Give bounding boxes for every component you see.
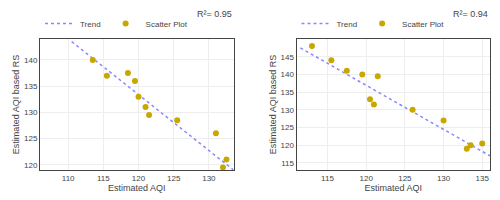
svg-text:Estimated AQI: Estimated AQI [364,183,422,193]
svg-text:110: 110 [62,174,75,183]
svg-text:130: 130 [24,108,38,117]
svg-text:120: 120 [24,161,38,170]
svg-text:Scatter Plot: Scatter Plot [146,20,188,29]
svg-text:140: 140 [24,56,38,65]
svg-text:Trend: Trend [337,20,358,29]
svg-text:130: 130 [437,174,451,183]
svg-text:135: 135 [281,88,295,97]
svg-text:120: 120 [281,141,295,150]
svg-text:R²= 0.94: R²= 0.94 [453,9,488,19]
svg-text:135: 135 [24,82,38,91]
svg-text:125: 125 [281,123,295,132]
svg-text:120: 120 [132,174,146,183]
svg-text:125: 125 [398,174,412,183]
svg-text:115: 115 [97,174,110,183]
svg-text:R²= 0.95: R²= 0.95 [197,9,232,19]
svg-text:145: 145 [281,53,295,62]
svg-text:115: 115 [281,159,294,168]
svg-text:Estimated AQI: Estimated AQI [108,183,166,193]
svg-text:115: 115 [321,174,334,183]
svg-text:125: 125 [24,134,38,143]
svg-text:Estimated AQI based RS: Estimated AQI based RS [11,55,21,155]
svg-text:135: 135 [476,174,490,183]
svg-text:Scatter Plot: Scatter Plot [402,20,444,29]
svg-text:120: 120 [359,174,373,183]
svg-text:140: 140 [281,70,295,79]
svg-text:Trend: Trend [80,20,101,29]
svg-text:130: 130 [281,106,295,115]
svg-text:130: 130 [202,174,216,183]
svg-text:125: 125 [167,174,181,183]
svg-text:Estimated AQI based RS: Estimated AQI based RS [268,55,278,155]
